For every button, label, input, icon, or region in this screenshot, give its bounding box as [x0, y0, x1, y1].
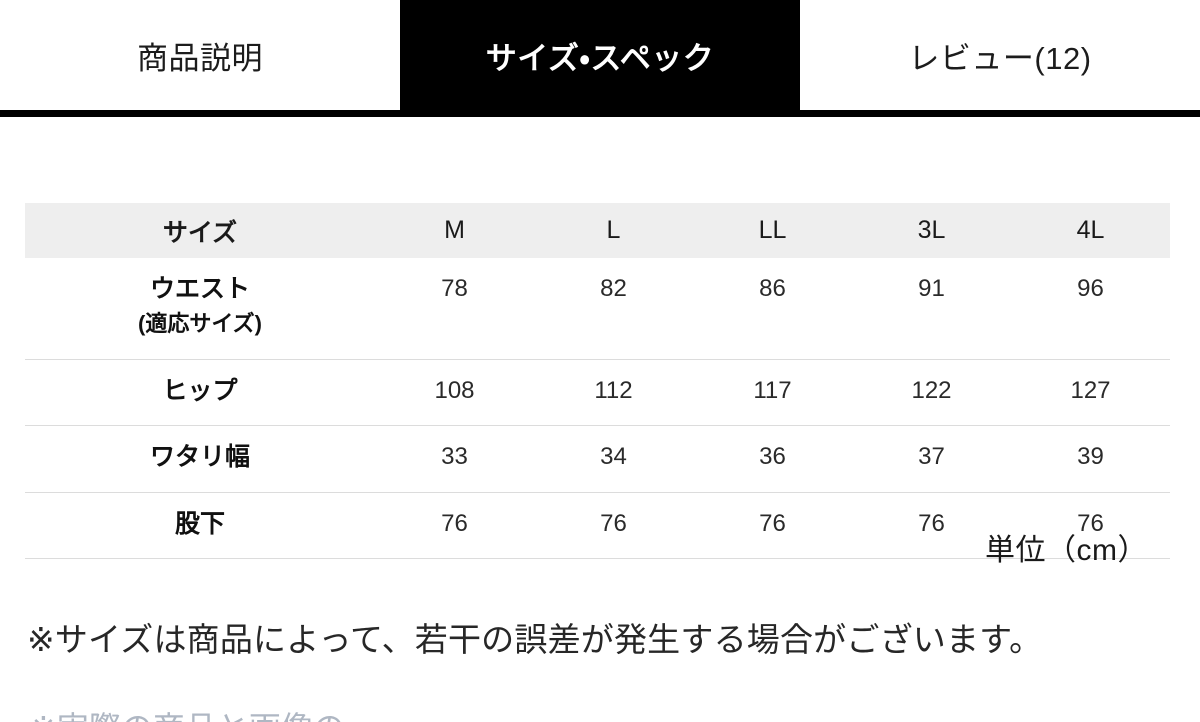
row-label-waist-sub: (適応サイズ): [138, 310, 262, 336]
tab-product-description[interactable]: 商品説明: [0, 0, 400, 110]
row-label-waist-main: ウエスト: [149, 275, 250, 303]
cell-waist-l: 82: [534, 258, 693, 360]
cell-waist-3l: 91: [852, 258, 1011, 360]
row-label-thigh-width: ワタリ幅: [25, 425, 375, 493]
size-disclaimer-text: ※サイズは商品によって、若干の誤差が発生する場合がございます。: [27, 621, 1043, 658]
tab-bar-underline: [0, 110, 1200, 117]
cell-waist-m: 78: [375, 258, 534, 360]
table-header-size-ll: LL: [693, 203, 852, 258]
tab-size-spec-label: サイズ・スペック: [485, 40, 715, 76]
cell-hip-ll: 117: [693, 359, 852, 427]
tab-reviews-label: レビュー(12): [908, 40, 1092, 76]
table-row: ワタリ幅 33 34 36 37 39: [25, 425, 1170, 493]
cell-thigh-3l: 37: [852, 425, 1011, 493]
size-spec-table-container: サイズ M L LL 3L 4L ウエスト (適応サイズ) 78 82 86 9…: [25, 203, 1170, 560]
tab-product-description-label: 商品説明: [137, 40, 263, 76]
table-header-size-m: M: [375, 203, 534, 258]
cell-thigh-l: 34: [534, 425, 693, 493]
row-label-hip: ヒップ: [25, 359, 375, 427]
cell-thigh-m: 33: [375, 425, 534, 493]
cell-inseam-ll: 76: [693, 492, 852, 560]
table-row: 股下 76 76 76 76 76: [25, 492, 1170, 560]
table-row: ヒップ 108 112 117 122 127: [25, 359, 1170, 427]
cell-inseam-l: 76: [534, 492, 693, 560]
cell-inseam-3l: 76: [852, 492, 1011, 560]
size-spec-table: サイズ M L LL 3L 4L ウエスト (適応サイズ) 78 82 86 9…: [25, 203, 1170, 560]
tab-bar: 商品説明 サイズ・スペック レビュー(12): [0, 0, 1200, 110]
cell-hip-l: 112: [534, 359, 693, 427]
cell-waist-ll: 86: [693, 258, 852, 360]
clipped-next-line: ※実際の商品と画像の: [30, 708, 1170, 722]
size-spec-table-body: ウエスト (適応サイズ) 78 82 86 91 96 ヒップ 108 112 …: [25, 258, 1170, 560]
cell-thigh-ll: 36: [693, 425, 852, 493]
cell-inseam-4l: 76: [1011, 492, 1170, 560]
tab-size-spec[interactable]: サイズ・スペック: [400, 0, 800, 110]
table-header-size-3l: 3L: [852, 203, 1011, 258]
row-label-inseam: 股下: [25, 492, 375, 560]
row-label-waist: ウエスト (適応サイズ): [25, 258, 375, 360]
table-header-size-label: サイズ: [25, 203, 375, 258]
table-header-row: サイズ M L LL 3L 4L: [25, 203, 1170, 258]
tab-reviews[interactable]: レビュー(12): [800, 0, 1200, 110]
cell-inseam-m: 76: [375, 492, 534, 560]
size-spec-table-head: サイズ M L LL 3L 4L: [25, 203, 1170, 258]
table-row: ウエスト (適応サイズ) 78 82 86 91 96: [25, 258, 1170, 360]
table-header-size-4l: 4L: [1011, 203, 1170, 258]
cell-hip-3l: 122: [852, 359, 1011, 427]
cell-hip-4l: 127: [1011, 359, 1170, 427]
cell-hip-m: 108: [375, 359, 534, 427]
cell-waist-4l: 96: [1011, 258, 1170, 360]
cell-thigh-4l: 39: [1011, 425, 1170, 493]
unit-note: 単位（cm）: [985, 534, 1148, 567]
table-header-size-l: L: [534, 203, 693, 258]
